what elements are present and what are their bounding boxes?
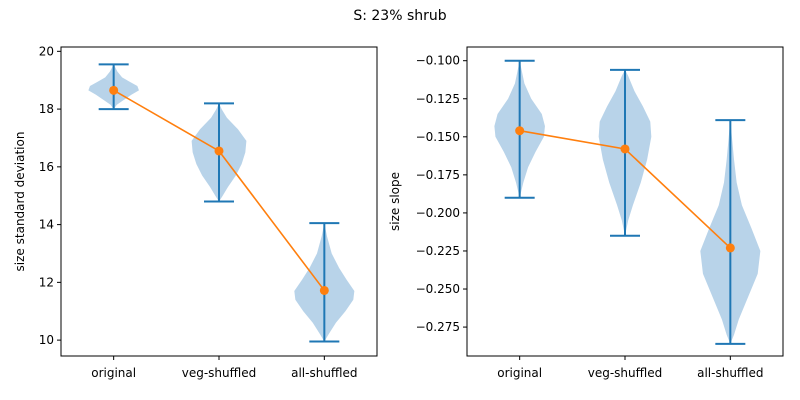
series-point-0 <box>109 85 119 95</box>
series-point-2 <box>319 285 329 295</box>
y-tick-label-5: 20 <box>39 44 54 58</box>
series-point-0 <box>515 126 525 136</box>
right-chart-panel: −0.275 −0.250 −0.225 −0.200 −0.175 −0.150 −0.1… <box>388 46 784 380</box>
y-axis-label: size standard deviation <box>13 132 27 272</box>
y-tick-label-2: 14 <box>39 218 54 232</box>
y-tick-label-4: −0.175 <box>416 168 460 182</box>
y-axis-label: size slope <box>388 172 402 231</box>
y-tick-label-7: −0.100 <box>416 54 460 68</box>
x-tick-label-2: all-shuffled <box>291 366 357 380</box>
y-tick-label-3: −0.200 <box>416 206 460 220</box>
series-point-1 <box>214 146 224 156</box>
figure-title: S: 23% shrub <box>353 8 446 24</box>
y-tick-label-6: −0.125 <box>416 92 460 106</box>
x-tick-label-0: original <box>91 366 136 380</box>
y-tick-label-2: −0.225 <box>416 244 460 258</box>
x-tick-label-0: original <box>497 366 542 380</box>
x-tick-label-1: veg-shuffled <box>182 366 257 380</box>
y-tick-label-5: −0.150 <box>416 130 460 144</box>
y-tick-label-4: 18 <box>39 102 54 116</box>
y-tick-label-3: 16 <box>39 160 54 174</box>
y-tick-label-0: −0.275 <box>416 320 460 334</box>
left-chart-panel: 10 12 14 16 18 20 original veg-shuffled all-shuf… <box>13 44 378 380</box>
x-tick-label-2: all-shuffled <box>697 366 763 380</box>
y-tick-label-1: 12 <box>39 275 54 289</box>
y-tick-label-0: 10 <box>39 333 54 347</box>
series-point-2 <box>725 243 735 253</box>
series-point-1 <box>620 144 630 154</box>
y-tick-label-1: −0.250 <box>416 282 460 296</box>
x-tick-label-1: veg-shuffled <box>588 366 663 380</box>
